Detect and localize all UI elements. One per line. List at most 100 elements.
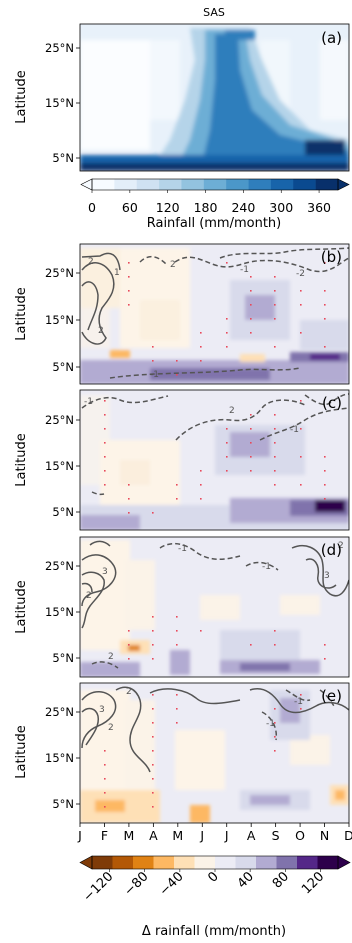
panel-b-field: 1 2 2 -2 -1 -1 2 [80, 244, 349, 384]
panel-d-ytick-25n: 25°N [45, 559, 74, 573]
panel-b-contours [81, 247, 349, 379]
panel-d-significance-dots [128, 616, 326, 660]
colorbar-delta-swatch [133, 856, 154, 869]
panel-d-label: (d) [321, 541, 342, 559]
colorbar-delta-tick-label: −80 [122, 869, 152, 899]
panel-c-clabel: -1 [84, 397, 93, 407]
colorbar-rainfall-swatch [159, 179, 182, 190]
panel-d-frame [79, 536, 350, 678]
colorbar-rainfall-tick-label: 120 [156, 200, 180, 215]
panel-e-clabel: 3 [99, 705, 105, 715]
month-tick-label: D [344, 828, 352, 843]
panel-b-clabel: -2 [296, 269, 305, 279]
colorbar-rainfall-min-extend [80, 178, 93, 191]
colorbar-rainfall-tick-label: 360 [307, 200, 331, 215]
colorbar-rainfall-tick-label: 300 [269, 200, 293, 215]
panel-a-ytick-15n: 15°N [45, 96, 74, 110]
panel-d-clabel: 3 [324, 571, 330, 581]
panel-b-ylabel: Latitude [14, 287, 29, 341]
panel-c-clabel: -1 [290, 425, 299, 435]
panel-b-ytick-25n: 25°N [45, 266, 74, 280]
colorbar-delta-swatch [153, 856, 175, 869]
panel-a-lowrain-west [80, 40, 150, 150]
panel-e-contour-labels: 3 2 2 -1 -1 [99, 687, 303, 733]
month-tick-label: J [77, 828, 82, 843]
panel-c-ytick-15n: 15°N [45, 459, 74, 473]
colorbar-delta-swatch [276, 856, 298, 869]
panel-a-label: (a) [321, 29, 342, 47]
panel-a-frame [79, 23, 350, 172]
panel-d-clabel: -1 [262, 562, 271, 572]
colorbar-delta-max-extend [337, 855, 351, 870]
colorbar-delta-swatch [112, 856, 134, 869]
panel-a-yaxis: 5°N 15°N 25°N [45, 41, 80, 165]
colorbar-rainfall-frame [91, 178, 339, 191]
colorbar-rainfall-tick-label: 0 [88, 200, 96, 215]
panel-c-significance-dots [104, 400, 326, 514]
panel-c-clabel: 2 [229, 406, 235, 416]
panel-e-frame [79, 682, 350, 824]
panel-a-ylabel: Latitude [14, 70, 29, 124]
panel-d-clabel: 2 [108, 652, 114, 662]
colorbar-delta-tick-label: 120 [299, 869, 327, 897]
panel-c-field: -1 2 -1 [80, 390, 349, 530]
panel-a-field [80, 24, 349, 171]
panel-c-label: (c) [322, 394, 342, 412]
month-tick-label: J [224, 828, 229, 843]
panel-b-clabel: 2 [88, 257, 94, 267]
panel-e-ytick-5n: 5°N [52, 797, 74, 811]
panel-c-frame [79, 389, 350, 531]
colorbar-delta-tick-label: 0 [205, 869, 221, 885]
panel-d-ytick-5n: 5°N [52, 651, 74, 665]
month-tick-label: M [124, 828, 135, 843]
colorbar-delta-tick-label: 80 [270, 869, 292, 891]
colorbar-delta-swatch [317, 856, 339, 869]
colorbar-rainfall-label: Rainfall (mm/month) [147, 216, 282, 231]
panel-e-field: 3 2 2 -1 -1 [80, 683, 349, 823]
panel-b-frame [79, 243, 350, 385]
colorbar-rainfall-swatch [293, 179, 316, 190]
colorbar-rainfall-swatch [315, 179, 339, 190]
panel-e-ytick-15n: 15°N [45, 751, 74, 765]
panel-b-clabel: 1 [114, 268, 120, 278]
panel-e-contours [81, 686, 349, 773]
colorbar-delta-swatch [194, 856, 216, 869]
panel-e-clabel: -1 [266, 719, 275, 729]
month-tick-label: A [149, 828, 158, 843]
colorbar-delta-swatch [174, 856, 195, 869]
colorbar-delta-swatch [256, 856, 277, 869]
panel-b-ytick-15n: 15°N [45, 313, 74, 327]
panel-e-ylabel: Latitude [14, 725, 29, 779]
panel-d-clabel: 3 [102, 567, 108, 577]
panel-a-title: SAS [203, 6, 225, 19]
panel-c-contour-labels: -1 2 -1 [84, 397, 299, 435]
panel-b-ytick-5n: 5°N [52, 360, 74, 374]
colorbar-delta-tick-label: 40 [235, 869, 257, 891]
colorbar-delta-tick-label: −120 [81, 869, 117, 905]
panel-b-clabel: -1 [240, 265, 249, 275]
panel-b-clabel: 2 [170, 260, 176, 270]
panel-d-ytick-15n: 15°N [45, 605, 74, 619]
panel-e-label: (e) [321, 687, 342, 705]
month-tick-label: M [172, 828, 183, 843]
colorbar-delta-rainfall: −120 −80 −40 0 40 80 120 Δ rainfall (mm/month) [79, 855, 351, 939]
colorbar-rainfall-tick-label: 180 [194, 200, 218, 215]
panel-e-ytick-25n: 25°N [45, 705, 74, 719]
panel-e-clabel: 2 [108, 723, 114, 733]
panel-e-yaxis: 5°N 15°N 25°N [45, 705, 80, 811]
month-tick-label: J [199, 828, 204, 843]
panel-e-significance-dots [104, 694, 302, 808]
panel-c-ytick-25n: 25°N [45, 413, 74, 427]
colorbar-rainfall-swatch [92, 179, 115, 190]
colorbar-delta-swatch [235, 856, 257, 869]
panel-d-contours [81, 540, 349, 669]
colorbar-rainfall-swatch [226, 179, 249, 190]
colorbar-rainfall-swatch [270, 179, 294, 190]
panel-c-contours [81, 393, 349, 496]
panel-d-clabel: -1 [178, 544, 187, 554]
colorbar-delta-swatch [92, 856, 113, 869]
colorbar-rainfall-max-extend [337, 178, 350, 191]
colorbar-delta-swatch [215, 856, 236, 869]
panel-a-ytick-5n: 5°N [52, 151, 74, 165]
